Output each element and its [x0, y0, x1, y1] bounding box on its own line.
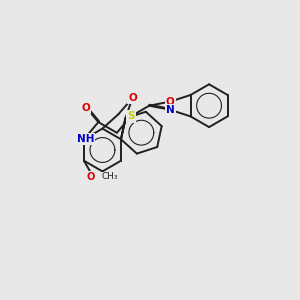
- Text: CH₃: CH₃: [102, 172, 119, 181]
- Text: O: O: [128, 93, 137, 103]
- Text: N: N: [166, 105, 175, 115]
- Text: O: O: [86, 172, 95, 182]
- Text: O: O: [81, 103, 90, 112]
- Text: O: O: [166, 97, 175, 106]
- Text: S: S: [127, 111, 134, 122]
- Text: NH: NH: [76, 134, 94, 144]
